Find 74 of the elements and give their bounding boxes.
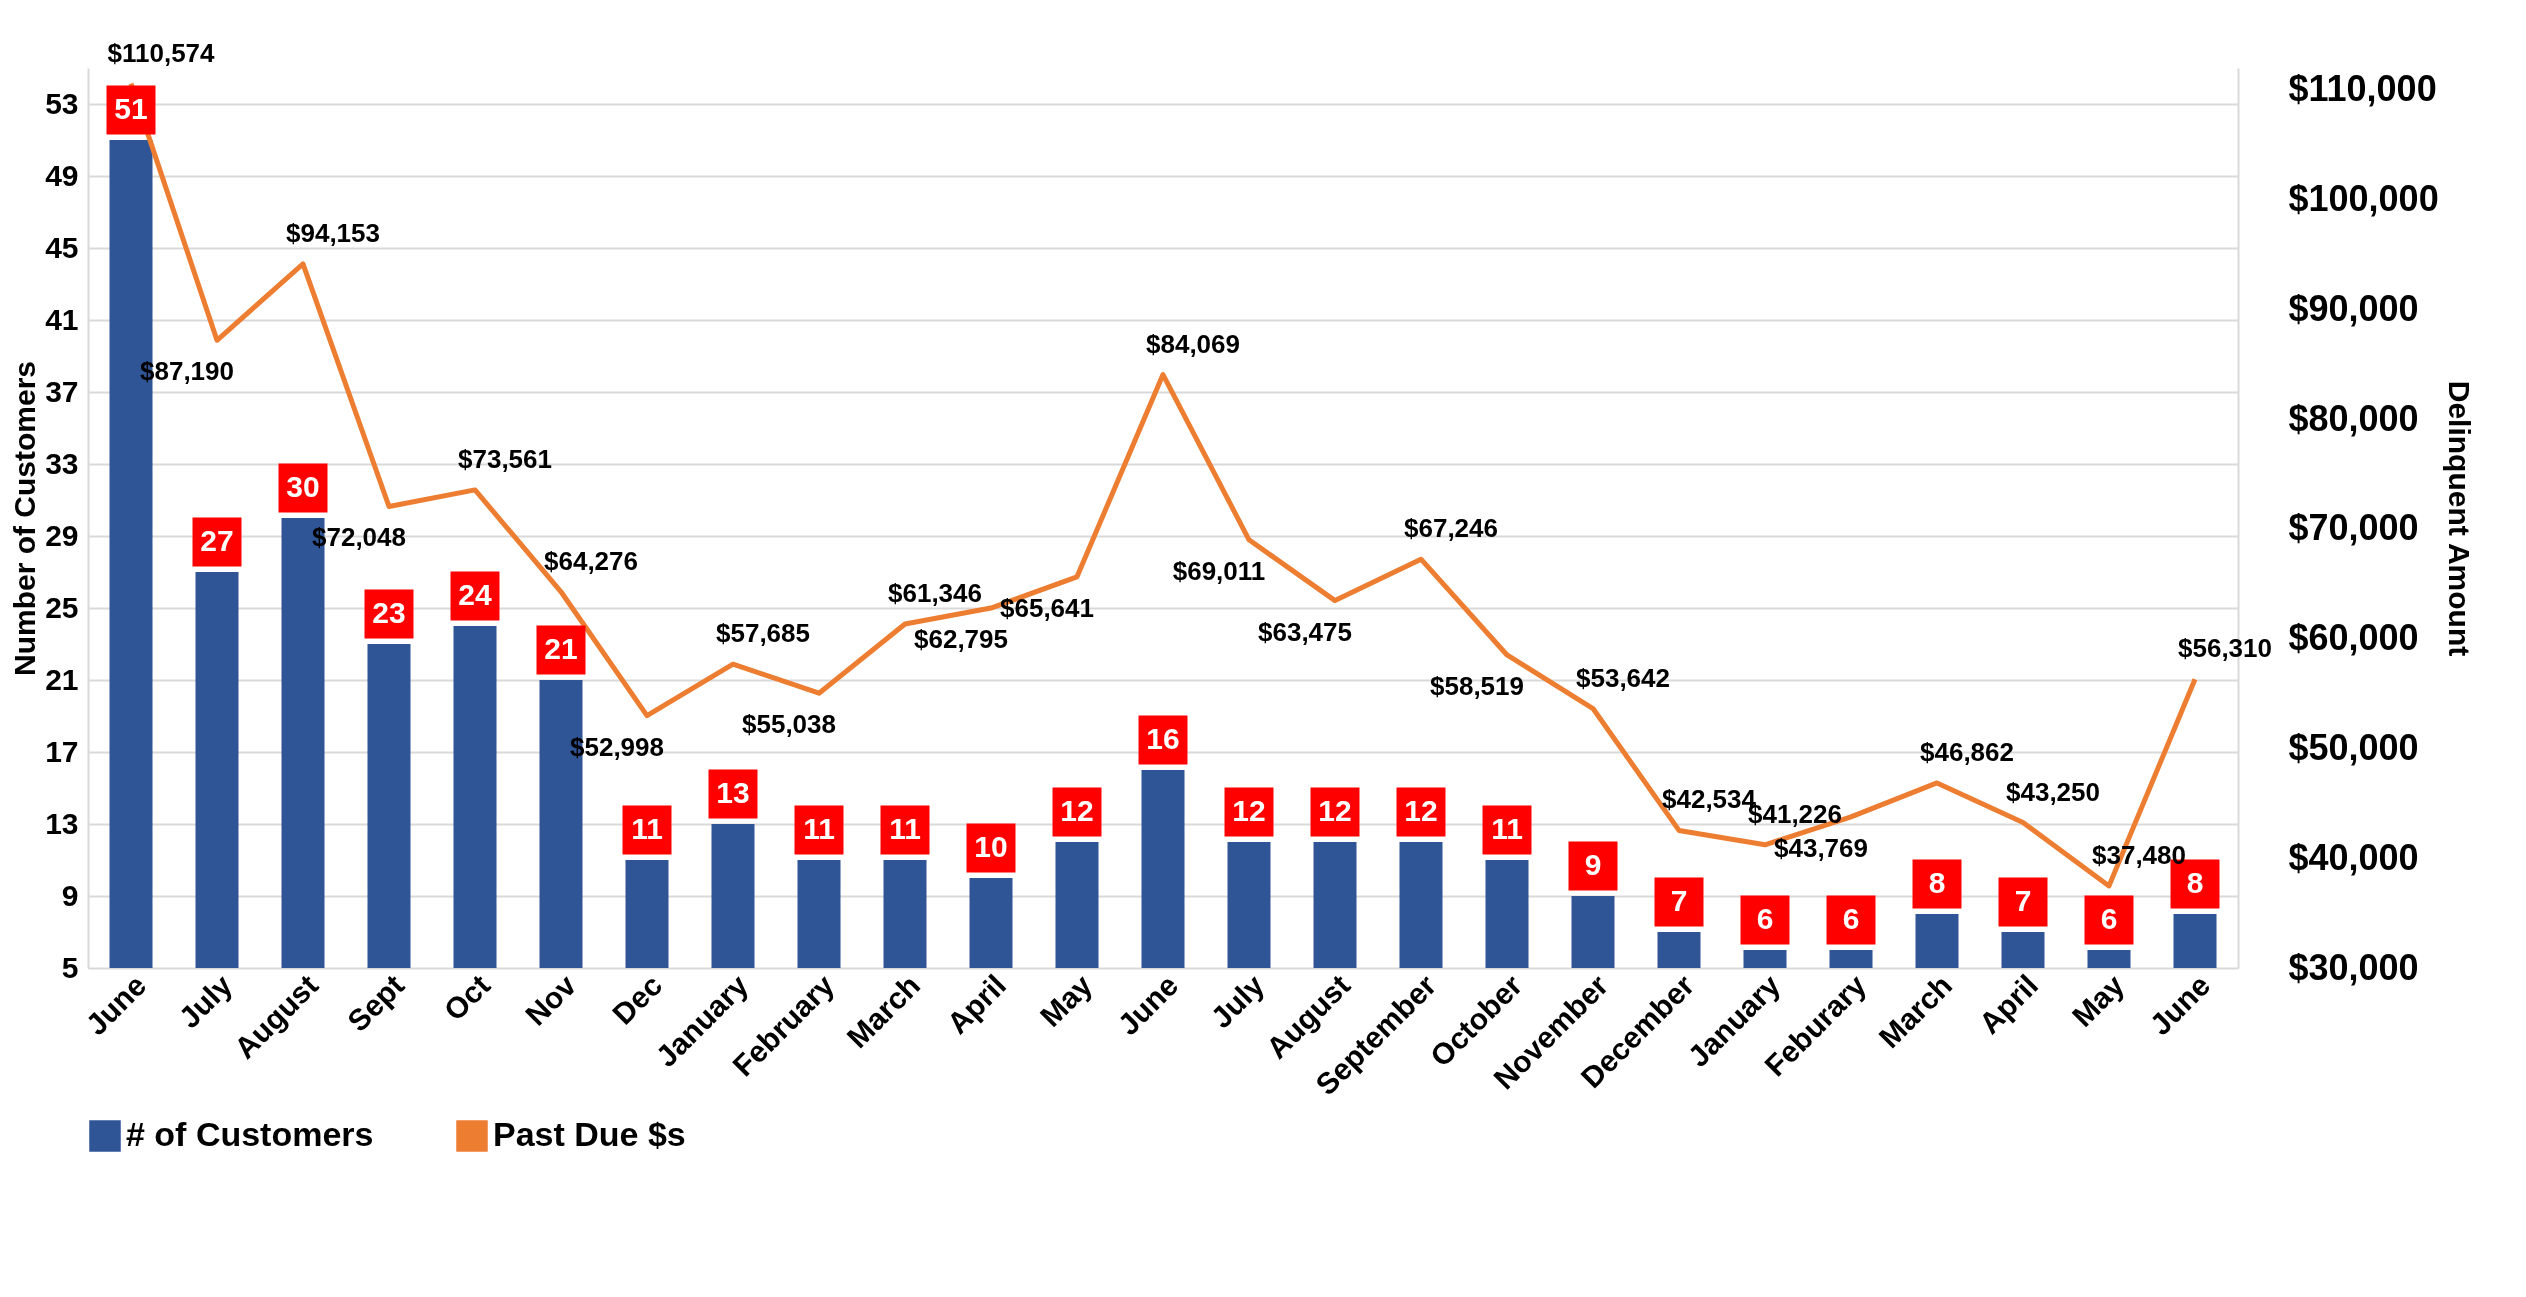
y-tick-label: 17 — [45, 734, 79, 768]
x-tick-label: May — [1033, 968, 1099, 1033]
data-label: $67,246 — [1404, 513, 1498, 544]
data-label: $69,011 — [1172, 555, 1266, 586]
data-label: 12 — [1404, 794, 1438, 827]
data-label: 11 — [889, 812, 921, 845]
data-label: 10 — [974, 830, 1008, 863]
data-label: 27 — [200, 524, 234, 557]
data-label: $64,276 — [544, 545, 638, 576]
data-label: 9 — [1584, 848, 1602, 881]
data-label: 24 — [458, 578, 492, 611]
data-label: $56,310 — [2178, 633, 2272, 664]
data-label: 6 — [1842, 902, 1860, 935]
y-tick-label: 13 — [45, 806, 79, 840]
data-label: $73,561 — [458, 443, 552, 474]
data-label: 51 — [114, 92, 148, 125]
data-label: $62,795 — [914, 624, 1008, 655]
data-label: 8 — [1928, 866, 1946, 899]
data-label: 12 — [1232, 794, 1266, 827]
data-label: $84,069 — [1146, 328, 1240, 359]
data-label: 21 — [544, 632, 578, 665]
y-tick-label: 9 — [61, 878, 79, 912]
y-tick-label: 41 — [45, 302, 79, 336]
data-label: $43,250 — [2006, 776, 2100, 807]
y2-tick-label: $80,000 — [2288, 397, 2419, 439]
data-label: $46,862 — [1920, 736, 2014, 767]
y-tick-label: 33 — [45, 446, 79, 480]
y2-axis-title: Delinquent Amount — [2442, 380, 2476, 657]
data-label: $58,519 — [1430, 670, 1524, 701]
data-label: 8 — [2186, 866, 2204, 899]
data-label: 7 — [1670, 884, 1688, 917]
y-tick-label: 25 — [45, 590, 79, 624]
data-label: $110,574 — [107, 37, 216, 68]
y2-tick-label: $70,000 — [2288, 507, 2419, 549]
data-label: 12 — [1318, 794, 1352, 827]
data-label: 6 — [2100, 902, 2118, 935]
data-label: 30 — [286, 470, 320, 503]
data-label: $53,642 — [1576, 662, 1670, 693]
data-label: 11 — [631, 812, 663, 845]
y-tick-label: 21 — [45, 662, 79, 696]
y2-tick-label: $40,000 — [2288, 836, 2419, 878]
data-label: 23 — [372, 596, 406, 629]
data-label: 12 — [1060, 794, 1094, 827]
data-label: 6 — [1756, 902, 1774, 935]
y-axis-title: Number of Customers — [8, 360, 42, 677]
legend-label: # of Customers — [126, 1115, 374, 1153]
y2-tick-label: $50,000 — [2288, 726, 2419, 768]
legend-label: Past Due $s — [493, 1115, 686, 1153]
data-label: $61,346 — [888, 577, 982, 608]
data-label: 13 — [716, 776, 750, 809]
y-tick-label: 5 — [61, 950, 79, 984]
data-label: 11 — [803, 812, 835, 845]
y2-tick-label: $100,000 — [2288, 178, 2439, 220]
data-label: $94,153 — [286, 217, 380, 248]
x-tick-label: Nov — [518, 968, 583, 1032]
y-tick-label: 37 — [45, 374, 79, 408]
y2-tick-label: $90,000 — [2288, 287, 2419, 329]
x-tick-label: May — [2065, 968, 2131, 1033]
x-tick-label: Oct — [437, 968, 497, 1028]
y-tick-label: 45 — [45, 230, 79, 264]
y-tick-label: 29 — [45, 518, 79, 552]
data-label: 11 — [1491, 812, 1523, 845]
data-label: $65,641 — [1000, 592, 1094, 623]
y2-tick-label: $110,000 — [2288, 68, 2437, 110]
data-label: $57,685 — [716, 618, 810, 649]
data-label: $63,475 — [1258, 616, 1352, 647]
data-label: 7 — [2014, 884, 2032, 917]
y2-tick-label: $30,000 — [2288, 946, 2419, 988]
y2-tick-label: $60,000 — [2288, 617, 2419, 659]
data-label: 16 — [1146, 722, 1180, 755]
y-tick-label: 49 — [45, 158, 79, 192]
data-label: $55,038 — [742, 709, 836, 740]
y-tick-label: 53 — [45, 86, 79, 120]
data-label: $43,769 — [1774, 832, 1868, 863]
